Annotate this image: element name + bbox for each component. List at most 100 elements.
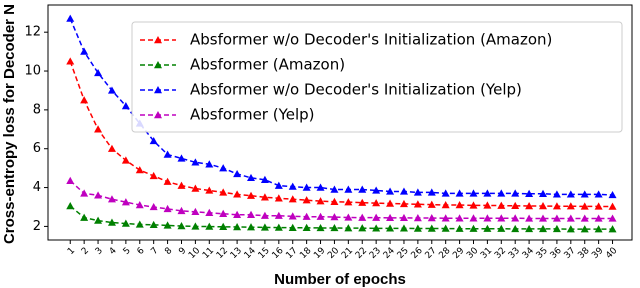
- marker: [107, 144, 116, 152]
- marker: [525, 224, 534, 233]
- x-tick-label: 23: [368, 246, 383, 261]
- y-tick-label: 6: [33, 141, 41, 156]
- marker: [302, 212, 311, 220]
- marker: [316, 223, 325, 232]
- legend-label: Absformer w/o Decoder's Initialization (…: [190, 81, 522, 99]
- series-line: [69, 61, 613, 208]
- marker: [413, 224, 422, 232]
- marker: [247, 173, 256, 182]
- x-tick-label: 15: [257, 246, 272, 261]
- marker: [330, 197, 339, 205]
- marker: [135, 166, 144, 174]
- marker: [399, 213, 408, 222]
- marker: [191, 222, 200, 230]
- marker: [121, 101, 130, 110]
- legend-label: Absformer (Yelp): [190, 106, 315, 124]
- legend-box: [131, 21, 623, 133]
- marker: [455, 201, 464, 209]
- legend-marker: [154, 111, 162, 119]
- marker: [219, 222, 228, 230]
- x-tick-label: 19: [312, 246, 327, 261]
- marker: [594, 214, 603, 222]
- marker: [94, 191, 103, 199]
- marker: [274, 194, 283, 202]
- marker: [413, 200, 422, 208]
- marker: [344, 213, 353, 221]
- marker: [580, 225, 589, 233]
- x-tick-label: 35: [535, 246, 550, 261]
- marker: [163, 204, 172, 213]
- marker: [316, 197, 325, 205]
- marker: [358, 185, 367, 193]
- x-tick-label: 31: [479, 246, 494, 261]
- marker: [135, 220, 144, 228]
- x-tick-label: 26: [410, 246, 425, 261]
- y-tick-label: 4: [33, 180, 41, 195]
- marker: [441, 214, 450, 222]
- marker: [205, 186, 214, 194]
- x-tick-label: 9: [177, 246, 188, 257]
- marker: [177, 222, 186, 230]
- x-tick-label: 38: [576, 246, 591, 261]
- marker: [260, 223, 269, 231]
- marker: [427, 224, 436, 232]
- marker: [483, 224, 492, 232]
- marker: [288, 212, 297, 220]
- marker: [608, 202, 617, 210]
- marker: [344, 185, 353, 193]
- y-tick-label: 2: [33, 219, 41, 234]
- marker: [441, 224, 450, 232]
- x-tick-label: 10: [187, 246, 202, 261]
- marker: [358, 213, 367, 221]
- marker: [94, 216, 103, 224]
- x-tick-label: 30: [465, 246, 480, 261]
- marker: [427, 200, 436, 208]
- series-line: [69, 180, 613, 220]
- x-tick-label: 25: [396, 246, 411, 261]
- plot-frame: [47, 4, 633, 241]
- marker: [149, 136, 158, 145]
- marker: [594, 202, 603, 210]
- marker: [94, 68, 103, 77]
- marker: [511, 224, 520, 233]
- marker: [330, 223, 339, 232]
- y-axis-label: Cross-entropy loss for Decoder N: [1, 4, 18, 244]
- x-tick-label: 12: [215, 246, 230, 261]
- marker: [552, 214, 561, 222]
- marker: [177, 181, 186, 189]
- marker: [247, 210, 256, 218]
- x-tick-label: 7: [149, 246, 160, 257]
- marker: [552, 190, 561, 198]
- marker: [525, 202, 534, 210]
- marker: [247, 223, 256, 231]
- x-tick-label: 1: [66, 246, 77, 257]
- marker: [302, 223, 311, 231]
- marker: [386, 199, 395, 207]
- marker: [539, 214, 548, 222]
- marker: [580, 202, 589, 210]
- marker: [399, 224, 408, 232]
- x-tick-label: 14: [243, 246, 258, 261]
- x-tick-label: 40: [604, 246, 619, 261]
- marker: [135, 201, 144, 209]
- series-line: [69, 205, 613, 230]
- series-line: [69, 18, 613, 196]
- marker: [566, 225, 575, 233]
- marker: [483, 189, 492, 197]
- marker: [163, 177, 172, 185]
- marker: [580, 190, 589, 198]
- marker: [566, 214, 575, 222]
- marker: [260, 193, 269, 201]
- x-tick-label: 29: [451, 246, 466, 261]
- marker: [233, 222, 242, 231]
- marker: [107, 218, 116, 226]
- marker: [552, 224, 561, 233]
- marker: [469, 201, 478, 209]
- marker: [247, 191, 256, 199]
- marker: [566, 202, 575, 210]
- marker: [316, 183, 325, 191]
- marker: [274, 181, 283, 189]
- marker: [566, 190, 575, 198]
- x-tick-label: 33: [507, 246, 522, 261]
